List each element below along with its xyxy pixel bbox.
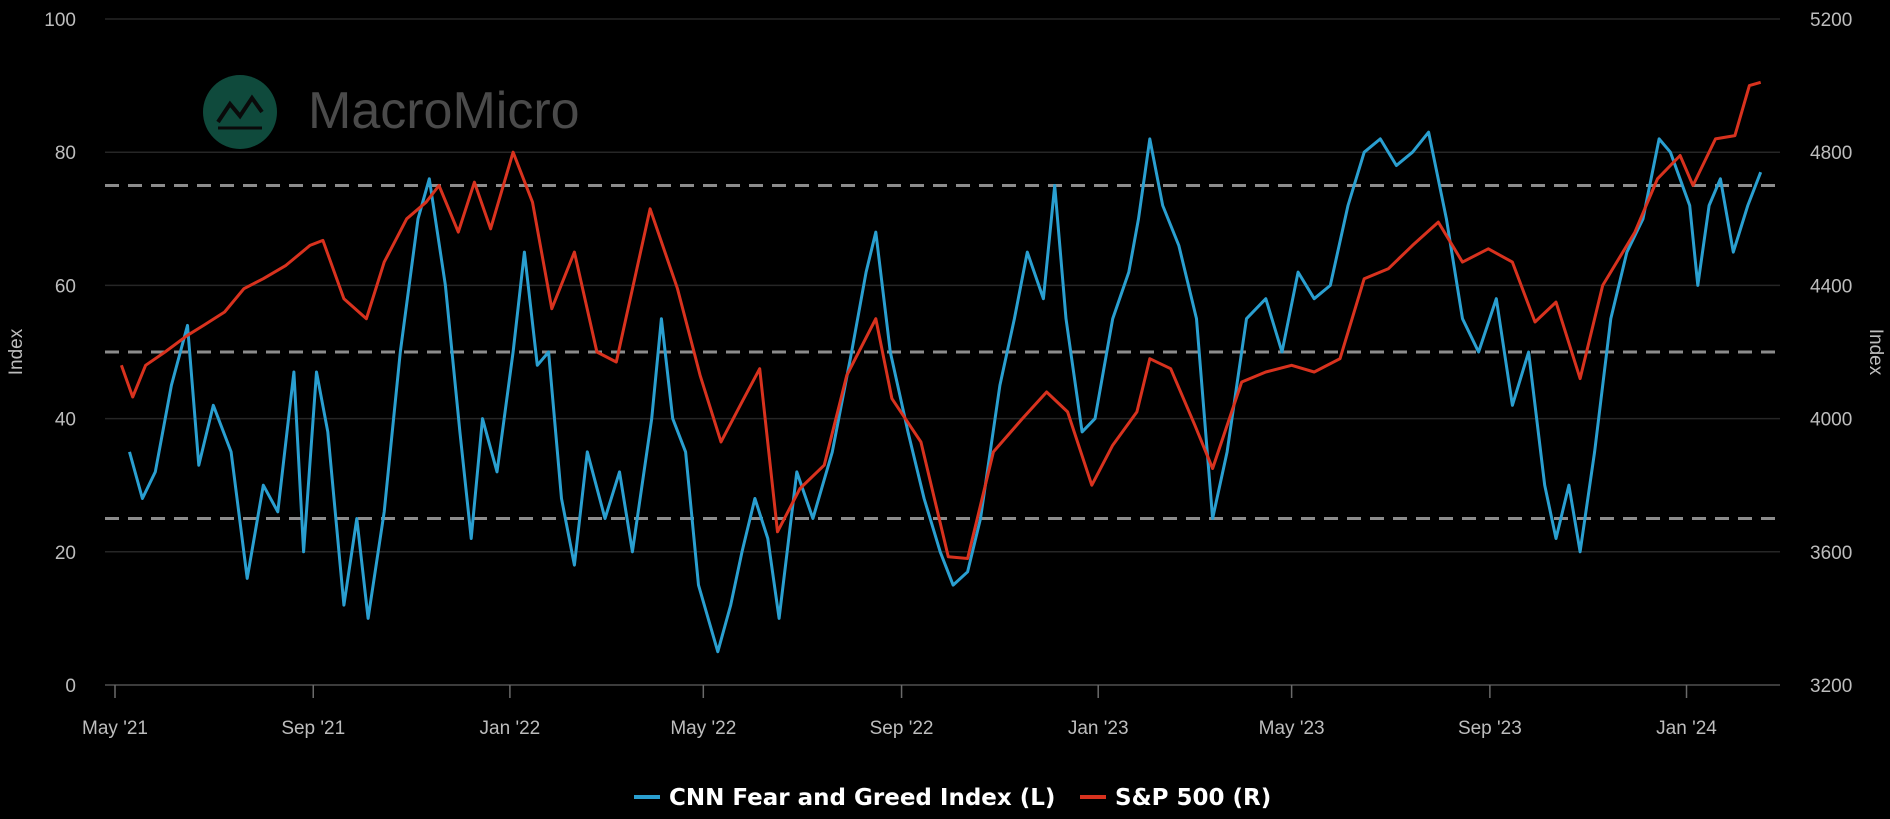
watermark-brand-text: MacroMicro (308, 82, 580, 140)
x-tick-label: May '23 (1259, 718, 1325, 739)
legend: CNN Fear and Greed Index (L) S&P 500 (R) (634, 785, 1271, 811)
y-axis-right: 3200 3600 4000 4400 4800 5200 (1810, 10, 1852, 697)
y-left-tick-label: 80 (55, 143, 76, 164)
y-axis-right-title: Index (1865, 329, 1886, 376)
y-axis-left-title: Index (6, 328, 27, 375)
y-axis-left: 0 20 40 60 80 100 (44, 10, 76, 697)
series-lines (119, 80, 1763, 654)
y-right-tick-label: 4800 (1810, 143, 1852, 164)
x-tick-label: Sep '22 (870, 718, 934, 739)
y-left-tick-label: 0 (65, 676, 76, 697)
legend-label-sp500: S&P 500 (R) (1115, 785, 1271, 811)
series-line-sp500 (119, 80, 1762, 560)
y-left-tick-label: 20 (55, 543, 76, 564)
x-axis: May '21 Sep '21 Jan '22 May '22 Sep '22 Jan '… (82, 684, 1780, 739)
y-right-tick-label: 5200 (1810, 10, 1852, 31)
legend-item-fear-greed[interactable]: CNN Fear and Greed Index (L) (634, 785, 1055, 811)
y-left-tick-label: 60 (55, 276, 76, 297)
y-right-tick-label: 4000 (1810, 410, 1852, 431)
x-tick-label: Sep '23 (1458, 718, 1522, 739)
x-tick-label: Jan '22 (480, 718, 541, 739)
x-tick-label: May '22 (670, 718, 736, 739)
x-tick-label: Sep '21 (281, 718, 345, 739)
y-right-tick-label: 3600 (1810, 543, 1852, 564)
x-tick-label: May '21 (82, 718, 148, 739)
y-left-tick-label: 40 (55, 410, 76, 431)
watermark: MacroMicro (203, 75, 580, 149)
chart-trend-logo-icon (203, 75, 277, 149)
x-tick-label: Jan '23 (1068, 718, 1129, 739)
y-right-tick-label: 3200 (1810, 676, 1852, 697)
watermark-logo-trend-line (216, 94, 264, 124)
series-line-fear-greed (128, 130, 1763, 654)
legend-label-fear-greed: CNN Fear and Greed Index (L) (669, 785, 1055, 811)
legend-item-sp500[interactable]: S&P 500 (R) (1080, 785, 1271, 811)
y-left-tick-label: 100 (44, 10, 76, 31)
x-tick-label: Jan '24 (1656, 718, 1717, 739)
y-right-tick-label: 4400 (1810, 276, 1852, 297)
